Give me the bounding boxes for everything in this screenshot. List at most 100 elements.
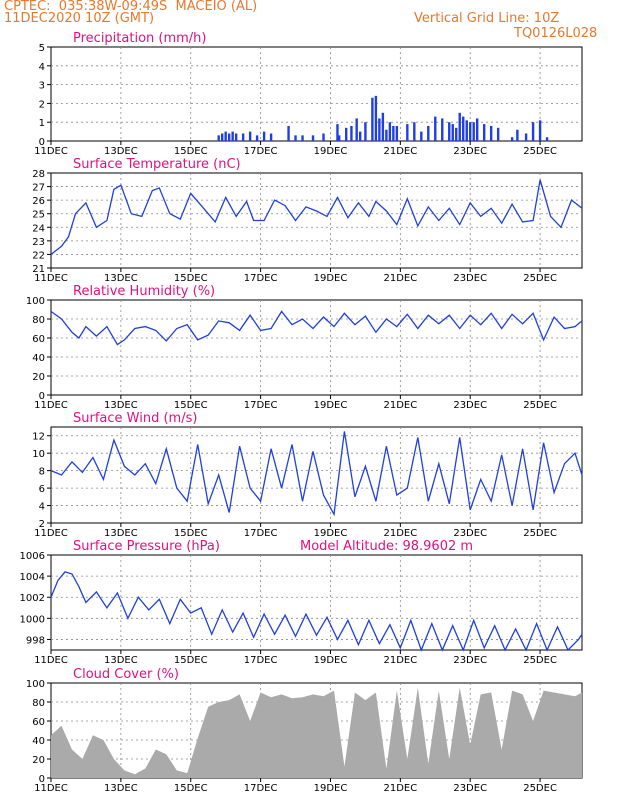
panel-4-ytick-label: 4 xyxy=(39,502,45,513)
panel-1-xtick-label: 13DEC xyxy=(104,146,138,157)
panel-1-bar xyxy=(378,118,381,141)
panel-1-ytick-label: 0 xyxy=(39,137,45,148)
panel-4-ytick-label: 12 xyxy=(32,432,45,443)
panel-5-annotation: Model Altitude: 98.9602 m xyxy=(300,539,473,554)
panel-1-bar xyxy=(294,135,297,141)
panel-1-bar xyxy=(355,118,358,141)
panel-1-bar xyxy=(406,124,409,141)
panel-6-xtick-label: 23DEC xyxy=(453,783,487,794)
panel-1-bar xyxy=(496,127,500,141)
panel-4-xtick-label: 15DEC xyxy=(174,528,208,539)
panel-2-ytick-label: 22 xyxy=(32,250,45,261)
panel-3-xtick-label: 19DEC xyxy=(314,400,348,411)
panel-1-bar xyxy=(448,122,451,141)
header-code: TQ0126L028 xyxy=(514,26,598,41)
panel-3-xtick-label: 17DEC xyxy=(244,400,278,411)
panel-4-ytick-label: 10 xyxy=(32,449,45,460)
panel-1-xtick-label: 15DEC xyxy=(174,146,208,157)
panel-1-bar xyxy=(395,125,399,141)
panel-1-xtick-label: 19DEC xyxy=(314,146,348,157)
panel-1-bar xyxy=(364,122,367,141)
panel-1-bar xyxy=(462,116,465,141)
panel-5-title: Surface Pressure (hPa) xyxy=(73,539,220,554)
panel-5-xtick-label: 17DEC xyxy=(244,655,278,666)
panel-2-ytick-label: 27 xyxy=(32,183,45,194)
panel-4-ytick-label: 2 xyxy=(39,519,45,530)
panel-1-bar xyxy=(374,95,378,141)
panel-1-ytick-label: 4 xyxy=(39,62,45,73)
panel-1-ytick-label: 2 xyxy=(39,99,45,110)
panel-1-xtick-label: 11DEC xyxy=(34,146,68,157)
panel-1-bar xyxy=(220,133,224,141)
panel-1-bar xyxy=(510,137,514,141)
panel-6-ytick-label: 0 xyxy=(39,774,45,785)
panel-1-bar xyxy=(427,125,430,141)
panel-1-bar xyxy=(322,133,325,141)
panel-4-xtick-label: 23DEC xyxy=(453,528,487,539)
panel-5-line xyxy=(50,571,583,652)
panel-1-xtick-label: 25DEC xyxy=(523,146,557,157)
panel-1-bar xyxy=(248,131,252,141)
header-location: CPTEC: 035:38W-09:49S MACEIO (AL) xyxy=(4,0,258,14)
panel-6-xtick-label: 13DEC xyxy=(104,783,138,794)
panel-3-xtick-label: 15DEC xyxy=(174,400,208,411)
panel-3-ytick-label: 20 xyxy=(32,372,45,383)
panel-4-title: Surface Wind (m/s) xyxy=(73,411,197,426)
panel-3-ytick-label: 0 xyxy=(39,391,45,402)
panel-1-ytick-label: 1 xyxy=(39,118,45,129)
panel-2-xtick-label: 17DEC xyxy=(244,273,278,284)
panel-6-xtick-label: 17DEC xyxy=(244,783,278,794)
panel-6-xtick-label: 15DEC xyxy=(174,783,208,794)
panel-1-bar xyxy=(413,122,416,141)
panel-6-xtick-label: 11DEC xyxy=(34,783,68,794)
panel-2-frame xyxy=(50,172,583,269)
panel-3-xtick-label: 23DEC xyxy=(453,400,487,411)
panel-1-bar xyxy=(217,135,220,141)
panel-3-line xyxy=(50,310,583,346)
panel-1-ytick-label: 5 xyxy=(39,43,45,54)
panel-1-bar xyxy=(231,131,234,141)
panel-2-xtick-label: 23DEC xyxy=(453,273,487,284)
panel-6-ytick-label: 60 xyxy=(32,717,45,728)
panel-1-bar xyxy=(234,133,238,141)
panel-1-bar xyxy=(455,127,458,141)
panel-4-ytick-label: 6 xyxy=(39,484,45,495)
panel-1-bar xyxy=(458,112,461,141)
panel-3-ytick-label: 60 xyxy=(32,334,45,345)
panel-6-area xyxy=(51,687,582,778)
panel-1-bar xyxy=(545,137,549,141)
panel-5-xtick-label: 19DEC xyxy=(314,655,348,666)
panel-1-bar xyxy=(287,125,290,141)
panel-4-ytick-label: 8 xyxy=(39,467,45,478)
panel-3-frame xyxy=(50,299,583,396)
panel-2-ytick-label: 23 xyxy=(32,237,45,248)
panel-1-bar xyxy=(385,129,388,141)
panel-1-xtick-label: 23DEC xyxy=(453,146,487,157)
panel-4-xtick-label: 17DEC xyxy=(244,528,278,539)
panel-1-bar xyxy=(336,124,339,141)
panel-5-xtick-label: 21DEC xyxy=(383,655,417,666)
header-run-time: 11DEC2020 10Z (GMT) xyxy=(4,11,155,26)
panel-3-ytick-label: 80 xyxy=(32,315,45,326)
panel-1-bar xyxy=(227,133,231,141)
panel-6-title: Cloud Cover (%) xyxy=(73,667,179,682)
panel-6-ytick-label: 100 xyxy=(26,679,45,690)
panel-2-xtick-label: 11DEC xyxy=(34,273,68,284)
panel-1-bar xyxy=(388,122,392,141)
panel-5-xtick-label: 15DEC xyxy=(174,655,208,666)
panel-2-xtick-label: 25DEC xyxy=(523,273,557,284)
panel-5-ytick-label: 998 xyxy=(26,635,45,646)
panel-4-line xyxy=(50,431,583,517)
panel-4-frame xyxy=(50,426,583,524)
panel-2-ytick-label: 26 xyxy=(32,196,45,207)
panel-6-xtick-label: 25DEC xyxy=(523,783,557,794)
panel-3-title: Relative Humidity (%) xyxy=(73,284,215,299)
panel-1-bar xyxy=(301,135,304,141)
header-grid-note: Vertical Grid Line: 10Z xyxy=(414,11,560,26)
panel-5-ytick-label: 1002 xyxy=(20,593,45,604)
panel-1-bar xyxy=(482,124,486,141)
panel-1-bar xyxy=(420,131,423,141)
panel-1-bar xyxy=(475,118,479,141)
panel-1-bar xyxy=(538,120,542,141)
panel-4-xtick-label: 21DEC xyxy=(383,528,417,539)
